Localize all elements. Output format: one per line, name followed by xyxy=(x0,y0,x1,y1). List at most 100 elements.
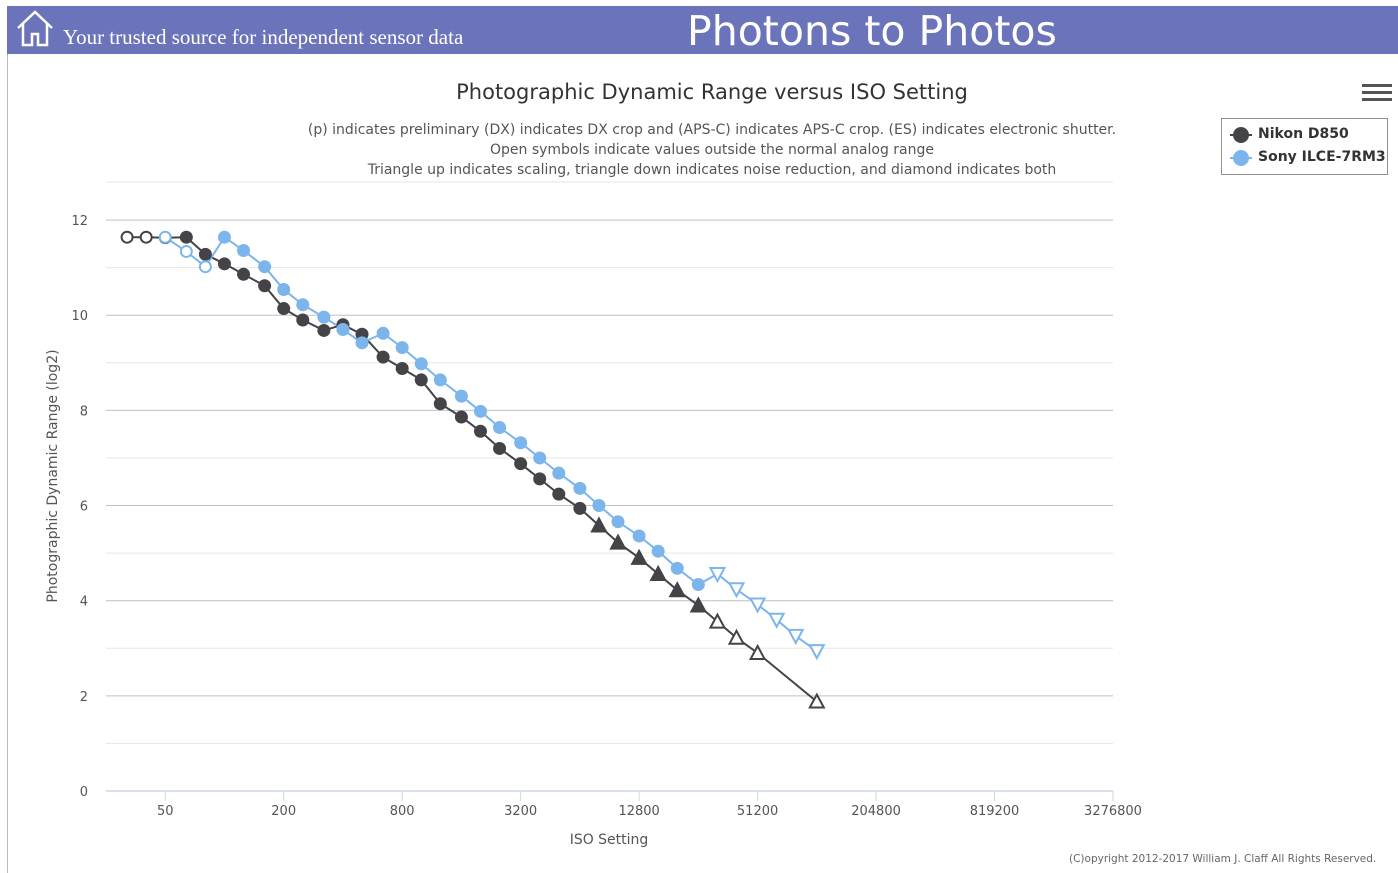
x-tick-label: 3200 xyxy=(504,804,537,819)
x-tick-label: 50 xyxy=(157,804,174,819)
data-point-nikon-d850 xyxy=(748,643,767,661)
y-tick-label: 12 xyxy=(71,214,88,229)
data-point-sony-ilce-7rm3 xyxy=(651,544,665,558)
data-point-sony-ilce-7rm3 xyxy=(454,389,468,403)
chart-context-menu-button[interactable] xyxy=(1362,84,1392,106)
y-tick-label: 4 xyxy=(80,595,88,610)
data-point-sony-ilce-7rm3 xyxy=(277,283,291,297)
data-point-sony-ilce-7rm3 xyxy=(727,582,746,599)
data-point-sony-ilce-7rm3 xyxy=(158,230,172,244)
site-title[interactable]: Photons to Photos xyxy=(687,7,1057,55)
data-point-sony-ilce-7rm3 xyxy=(198,260,212,274)
y-tick-label: 2 xyxy=(80,690,88,705)
data-point-nikon-d850 xyxy=(296,313,310,327)
data-point-sony-ilce-7rm3 xyxy=(217,230,231,244)
data-point-nikon-d850 xyxy=(376,350,390,364)
series-group xyxy=(120,230,826,709)
data-point-nikon-d850 xyxy=(317,323,331,337)
chart-subtitle-line-1: (p) indicates preliminary (DX) indicates… xyxy=(308,122,1116,138)
data-point-sony-ilce-7rm3 xyxy=(691,578,705,592)
data-point-sony-ilce-7rm3 xyxy=(611,515,625,529)
legend-item-nikon-d850[interactable]: Nikon D850 xyxy=(1222,125,1387,145)
data-point-sony-ilce-7rm3 xyxy=(767,612,786,629)
data-point-nikon-d850 xyxy=(454,410,468,424)
hamburger-menu-icon-bar xyxy=(1362,91,1392,94)
chart-title: Photographic Dynamic Range versus ISO Se… xyxy=(456,80,968,104)
data-point-nikon-d850 xyxy=(217,257,231,271)
data-point-nikon-d850 xyxy=(277,302,291,316)
data-point-nikon-d850 xyxy=(433,397,447,411)
hamburger-menu-icon-bar xyxy=(1362,98,1392,101)
data-point-sony-ilce-7rm3 xyxy=(296,298,310,312)
grid-lines xyxy=(106,181,1113,792)
data-point-nikon-d850 xyxy=(649,564,667,582)
data-point-sony-ilce-7rm3 xyxy=(514,436,528,450)
legend-marker xyxy=(1233,127,1249,143)
data-point-sony-ilce-7rm3 xyxy=(433,373,447,387)
data-point-nikon-d850 xyxy=(727,628,746,645)
data-point-nikon-d850 xyxy=(473,424,487,438)
data-point-nikon-d850 xyxy=(590,516,608,533)
y-tick-label: 0 xyxy=(80,785,88,800)
x-tick-label: 51200 xyxy=(737,804,778,819)
data-point-nikon-d850 xyxy=(533,472,547,486)
data-point-sony-ilce-7rm3 xyxy=(473,404,487,418)
legend-marker xyxy=(1233,150,1249,166)
chart-legend: Nikon D850 Sony ILCE-7RM3 xyxy=(1221,118,1388,175)
x-tick-label: 3276800 xyxy=(1084,804,1142,819)
data-point-nikon-d850 xyxy=(414,373,428,387)
hamburger-menu-icon xyxy=(1362,84,1392,87)
data-point-sony-ilce-7rm3 xyxy=(670,561,684,575)
y-axis-title: Photographic Dynamic Range (log2) xyxy=(45,349,61,602)
x-tick-label: 200 xyxy=(271,804,296,819)
data-point-sony-ilce-7rm3 xyxy=(552,466,566,480)
data-point-nikon-d850 xyxy=(493,441,507,455)
series-line-nikon-d850 xyxy=(127,236,818,703)
chart-subtitle-line-2: Open symbols indicate values outside the… xyxy=(490,142,934,158)
data-point-sony-ilce-7rm3 xyxy=(493,421,507,435)
y-tick-label: 10 xyxy=(71,309,88,324)
data-point-sony-ilce-7rm3 xyxy=(258,260,272,274)
data-point-nikon-d850 xyxy=(552,487,566,501)
data-point-nikon-d850 xyxy=(708,612,727,629)
data-point-nikon-d850 xyxy=(808,692,826,709)
copyright-notice: (C)opyright 2012-2017 William J. Claff A… xyxy=(1069,853,1377,865)
x-tick-label: 800 xyxy=(390,804,415,819)
x-tick-label: 819200 xyxy=(970,804,1020,819)
data-point-sony-ilce-7rm3 xyxy=(632,529,646,543)
page-left-border xyxy=(7,54,8,873)
data-point-sony-ilce-7rm3 xyxy=(179,244,193,258)
site-header: Your trusted source for independent sens… xyxy=(7,6,1398,55)
data-point-sony-ilce-7rm3 xyxy=(573,481,587,495)
home-icon[interactable] xyxy=(15,8,55,48)
chart-subtitle-line-3: Triangle up indicates scaling, triangle … xyxy=(367,162,1057,178)
data-point-nikon-d850 xyxy=(609,533,627,550)
data-point-nikon-d850 xyxy=(179,230,193,244)
axes: 0 2 4 6 8 10 12 50 200 800 3200 12800 51200 204800 819… xyxy=(71,214,1142,819)
data-point-sony-ilce-7rm3 xyxy=(533,451,547,465)
data-point-nikon-d850 xyxy=(668,581,686,598)
site-tagline: Your trusted source for independent sens… xyxy=(63,25,464,49)
data-point-sony-ilce-7rm3 xyxy=(317,310,331,324)
data-point-nikon-d850 xyxy=(573,501,587,515)
data-point-sony-ilce-7rm3 xyxy=(808,644,826,661)
legend-item-sony-ilce-7rm3[interactable]: Sony ILCE-7RM3 xyxy=(1222,148,1387,168)
x-tick-label: 204800 xyxy=(851,804,901,819)
legend-label: Nikon D850 xyxy=(1258,126,1349,142)
data-point-sony-ilce-7rm3 xyxy=(237,244,251,258)
data-point-sony-ilce-7rm3 xyxy=(376,326,390,340)
data-point-sony-ilce-7rm3 xyxy=(592,499,606,513)
data-point-nikon-d850 xyxy=(139,230,153,244)
data-point-sony-ilce-7rm3 xyxy=(336,322,350,336)
x-axis-title: ISO Setting xyxy=(570,832,649,848)
data-point-sony-ilce-7rm3 xyxy=(787,628,805,646)
data-point-nikon-d850 xyxy=(514,457,528,471)
data-point-nikon-d850 xyxy=(630,548,648,565)
data-point-nikon-d850 xyxy=(198,247,212,261)
legend-label: Sony ILCE-7RM3 xyxy=(1258,149,1386,165)
data-point-nikon-d850 xyxy=(237,267,251,281)
y-tick-label: 8 xyxy=(80,404,88,419)
data-point-sony-ilce-7rm3 xyxy=(395,341,409,355)
